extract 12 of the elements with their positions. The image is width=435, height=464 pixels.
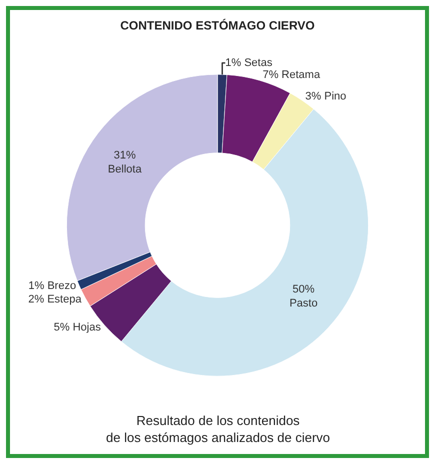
text: Resultado de los contenidos de los estómagos analizados de ciervo — [106, 413, 330, 445]
slice-label: Pasto — [289, 298, 318, 310]
slice-label: 1% Brezo — [28, 280, 76, 292]
slice-label: 1% Setas — [225, 56, 273, 69]
slice-label: 7% Retama — [262, 68, 321, 81]
slice-label: 3% Pino — [305, 90, 346, 102]
slice-label: 2% Estepa — [28, 293, 82, 306]
data-label: 50% — [292, 283, 315, 296]
data-label: 31% — [114, 149, 136, 162]
slice-label: Bellota — [108, 164, 142, 176]
chart-title: CONTENIDO ESTÓMAGO CIERVO — [120, 18, 315, 32]
slice-label: 5% Hojas — [54, 322, 102, 334]
